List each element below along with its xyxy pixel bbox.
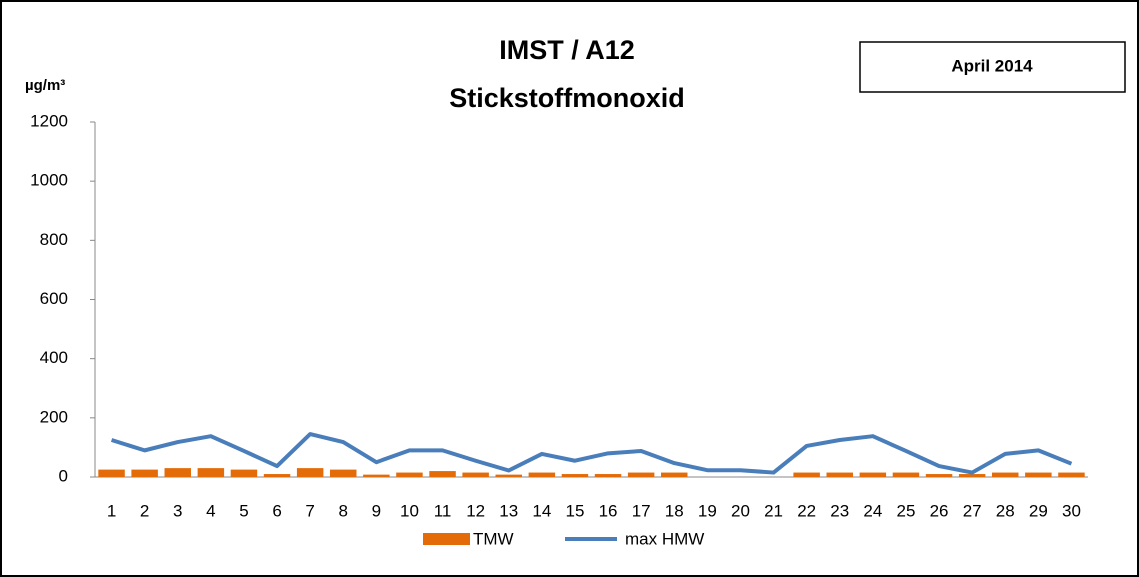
x-tick-label: 4 bbox=[206, 501, 215, 520]
x-tick-label: 5 bbox=[239, 501, 248, 520]
bar bbox=[263, 474, 291, 477]
y-tick-label: 400 bbox=[40, 348, 68, 367]
x-tick-label: 24 bbox=[863, 501, 882, 520]
bar bbox=[561, 474, 589, 477]
x-tick-label: 20 bbox=[731, 501, 750, 520]
bar bbox=[98, 469, 125, 477]
x-tick-label: 21 bbox=[764, 501, 783, 520]
x-tick-label: 15 bbox=[565, 501, 584, 520]
x-tick-label: 30 bbox=[1062, 501, 1081, 520]
bar bbox=[330, 469, 357, 477]
y-tick-label: 200 bbox=[40, 407, 68, 426]
bar bbox=[164, 468, 191, 477]
bar bbox=[958, 474, 986, 477]
bar bbox=[1058, 472, 1085, 477]
bar bbox=[131, 469, 158, 477]
x-tick-label: 14 bbox=[532, 501, 551, 520]
chart-title: IMST / A12 bbox=[499, 35, 635, 65]
x-tick-label: 1 bbox=[107, 501, 116, 520]
y-tick-label: 1000 bbox=[30, 171, 68, 190]
x-tick-label: 9 bbox=[372, 501, 381, 520]
x-tick-label: 25 bbox=[896, 501, 915, 520]
bar bbox=[892, 472, 920, 477]
line bbox=[110, 432, 1073, 475]
legend-swatch bbox=[423, 533, 470, 545]
annotation-box bbox=[859, 41, 1126, 93]
x-tick-label: 3 bbox=[173, 501, 182, 520]
bar bbox=[992, 472, 1019, 477]
bar bbox=[594, 474, 622, 477]
x-tick-label: 11 bbox=[434, 501, 452, 520]
x-tick-label: 19 bbox=[698, 501, 717, 520]
bar bbox=[363, 474, 390, 477]
x-tick-label: 16 bbox=[599, 501, 618, 520]
chart-subtitle: Stickstoffmonoxid bbox=[449, 83, 685, 113]
y-tick-label: 800 bbox=[40, 230, 68, 249]
x-tick-label: 27 bbox=[963, 501, 982, 520]
x-tick-label: 29 bbox=[1029, 501, 1048, 520]
bar bbox=[462, 472, 489, 477]
bar bbox=[230, 469, 258, 477]
x-tick-label: 26 bbox=[930, 501, 949, 520]
bar bbox=[661, 472, 688, 477]
bar bbox=[1025, 472, 1052, 477]
legend-label: max HMW bbox=[625, 529, 704, 548]
y-tick-label: 0 bbox=[59, 466, 68, 485]
x-tick-label: 23 bbox=[830, 501, 849, 520]
x-tick-label: 12 bbox=[466, 501, 485, 520]
annotation: April 2014 bbox=[951, 56, 1033, 75]
x-tick-label: 28 bbox=[996, 501, 1015, 520]
bar bbox=[528, 472, 556, 477]
x-tick-label: 13 bbox=[499, 501, 518, 520]
x-tick-label: 22 bbox=[797, 501, 816, 520]
x-tick-label: 10 bbox=[400, 501, 419, 520]
bar bbox=[396, 472, 423, 477]
bar bbox=[793, 472, 820, 477]
bar bbox=[495, 474, 522, 477]
y-axis-label: µg/m³ bbox=[25, 77, 65, 94]
bar bbox=[859, 472, 887, 477]
bar bbox=[826, 472, 853, 477]
bar bbox=[627, 472, 655, 477]
bar bbox=[925, 474, 953, 477]
y-tick-label: 600 bbox=[40, 289, 68, 308]
x-tick-label: 18 bbox=[665, 501, 684, 520]
legend-label: TMW bbox=[473, 529, 514, 548]
bar bbox=[197, 468, 225, 477]
x-tick-label: 2 bbox=[140, 501, 149, 520]
x-tick-label: 8 bbox=[339, 501, 348, 520]
y-tick-label: 1200 bbox=[30, 111, 68, 130]
bar bbox=[429, 471, 456, 477]
bar bbox=[296, 468, 324, 477]
x-tick-label: 6 bbox=[272, 501, 281, 520]
x-tick-label: 17 bbox=[632, 501, 651, 520]
x-tick-label: 7 bbox=[305, 501, 314, 520]
